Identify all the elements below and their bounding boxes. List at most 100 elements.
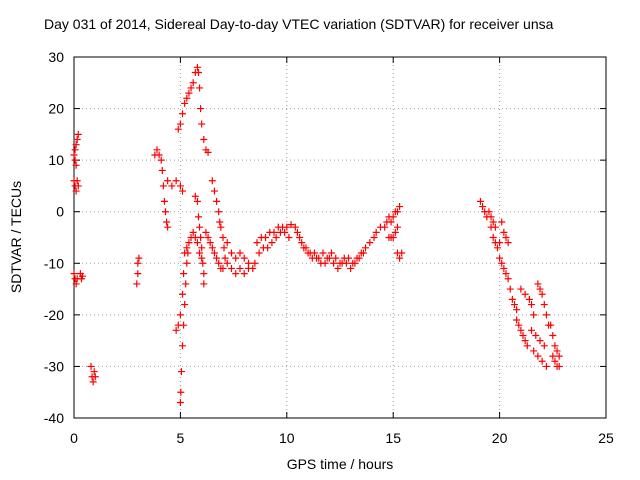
axis-ticks: 0 5 10 15 20 25 -40 -30 -20 -10 0 10 20 30	[44, 49, 614, 446]
data-point	[187, 84, 195, 92]
data-point	[498, 259, 506, 267]
data-point	[330, 259, 338, 267]
data-point	[513, 306, 521, 314]
data-point	[506, 285, 514, 293]
data-point	[197, 105, 205, 113]
data-point	[213, 254, 221, 262]
data-point	[391, 228, 399, 236]
data-point	[528, 301, 536, 309]
data-point	[198, 120, 206, 128]
data-point	[389, 213, 397, 221]
data-point	[240, 254, 248, 262]
data-point	[321, 259, 329, 267]
data-point	[244, 259, 252, 267]
data-point	[198, 254, 206, 262]
grid-lines	[74, 57, 606, 418]
data-point	[227, 249, 235, 257]
data-point	[504, 239, 512, 247]
data-point	[163, 218, 171, 226]
data-points	[70, 63, 563, 407]
data-point	[196, 84, 204, 92]
data-point	[181, 301, 189, 309]
data-point	[519, 331, 527, 339]
data-point	[334, 264, 342, 272]
data-point	[500, 264, 508, 272]
data-point	[89, 378, 97, 386]
data-point	[206, 239, 214, 247]
data-point	[189, 79, 197, 87]
data-point	[510, 301, 518, 309]
data-point	[525, 295, 533, 303]
x-tick-label: 0	[70, 430, 78, 446]
data-point	[183, 244, 191, 252]
data-point	[372, 228, 380, 236]
y-tick-label: -40	[44, 410, 64, 426]
data-point	[199, 259, 207, 267]
data-point	[74, 130, 82, 138]
data-point	[204, 234, 212, 241]
data-point	[177, 388, 185, 396]
x-tick-label: 25	[598, 430, 614, 446]
data-point	[398, 249, 406, 257]
data-point	[351, 259, 359, 267]
x-tick-label: 20	[492, 430, 508, 446]
data-point	[285, 234, 293, 241]
data-point	[551, 357, 559, 365]
data-point	[291, 223, 299, 231]
data-point	[359, 249, 367, 257]
data-point	[553, 347, 561, 355]
data-point	[476, 197, 484, 205]
data-point	[496, 254, 504, 262]
data-point	[536, 285, 544, 293]
data-point	[327, 249, 335, 257]
data-point	[219, 234, 227, 241]
data-point	[521, 290, 529, 298]
data-point	[498, 218, 506, 226]
data-point	[345, 254, 353, 262]
data-point	[177, 368, 185, 376]
data-point	[298, 239, 306, 247]
data-point	[487, 213, 495, 221]
data-point	[200, 280, 208, 288]
data-point	[202, 228, 210, 236]
data-point	[534, 352, 542, 360]
data-point	[270, 228, 278, 236]
data-point	[251, 259, 259, 267]
data-point	[159, 182, 167, 190]
data-point	[134, 259, 142, 267]
data-point	[172, 177, 180, 185]
data-point	[155, 151, 163, 159]
data-point	[174, 125, 182, 133]
y-tick-label: -10	[44, 255, 64, 271]
data-point	[262, 234, 270, 241]
data-point	[215, 208, 223, 216]
data-point	[153, 146, 161, 154]
data-point	[200, 136, 208, 144]
data-point	[191, 234, 199, 241]
data-point	[485, 208, 493, 216]
data-point	[538, 357, 546, 365]
data-point	[181, 99, 189, 107]
data-point	[249, 264, 257, 272]
data-point	[387, 218, 395, 226]
data-point	[180, 270, 188, 278]
data-point	[176, 182, 184, 190]
x-axis-label: GPS time / hours	[286, 456, 394, 472]
y-tick-label: 10	[48, 152, 64, 168]
x-tick-label: 10	[279, 430, 295, 446]
data-point	[355, 254, 363, 262]
data-point	[513, 316, 521, 324]
data-point	[538, 290, 546, 298]
data-point	[210, 187, 218, 195]
data-point	[72, 161, 80, 169]
data-point	[555, 352, 563, 360]
data-point	[135, 254, 143, 262]
data-point	[176, 311, 184, 319]
data-point	[204, 148, 212, 156]
data-point	[500, 228, 508, 236]
data-point	[183, 259, 191, 267]
data-point	[281, 228, 289, 236]
data-point	[74, 182, 82, 190]
data-point	[517, 285, 525, 293]
